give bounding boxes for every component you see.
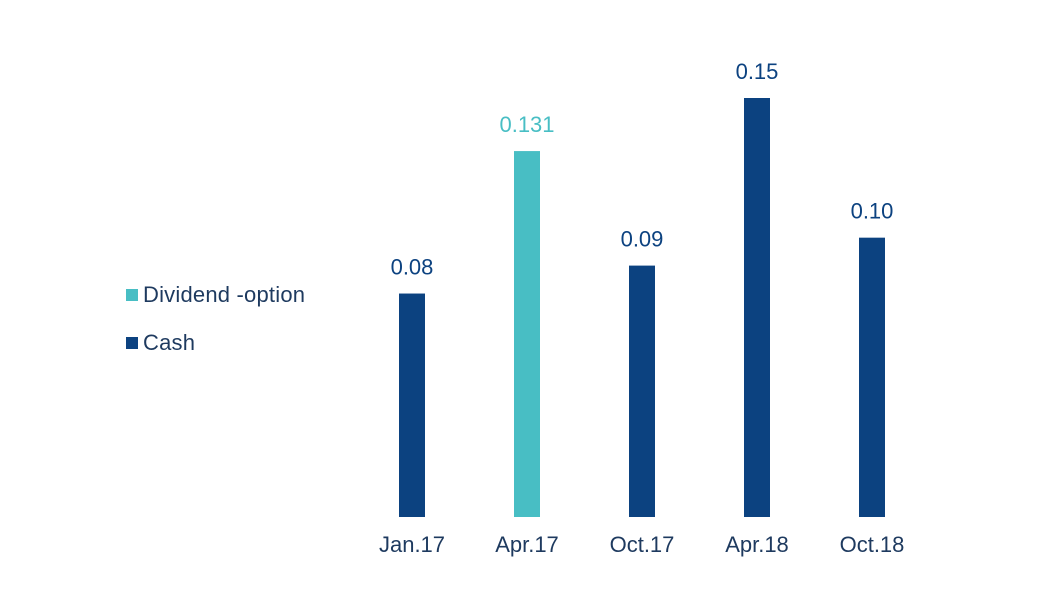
value-label-jan-17: 0.08: [391, 255, 434, 280]
bar-oct-18: [859, 237, 885, 517]
value-label-oct-18: 0.10: [851, 199, 894, 224]
bar-apr-18: [744, 98, 770, 517]
legend-item-cash: Cash: [126, 328, 305, 358]
bar-apr-17: [514, 151, 540, 517]
bar-oct-17: [629, 265, 655, 517]
legend-swatch-cash: [126, 337, 138, 349]
x-tick-label-oct-17: Oct.17: [610, 532, 675, 557]
value-label-oct-17: 0.09: [621, 227, 664, 252]
legend-item-dividend-option: Dividend -option: [126, 280, 305, 310]
value-label-apr-17: 0.131: [499, 112, 554, 137]
x-tick-label-jan-17: Jan.17: [379, 532, 445, 557]
legend-swatch-dividend-option: [126, 289, 138, 301]
legend-label-dividend-option: Dividend -option: [143, 282, 306, 307]
legend-label-cash: Cash: [143, 330, 196, 355]
value-labels-layer: 0.08 0.131 0.09 0.15 0.10: [391, 59, 894, 280]
x-tick-label-apr-18: Apr.18: [725, 532, 789, 557]
bar-jan-17: [399, 293, 425, 517]
x-tick-label-oct-18: Oct.18: [840, 532, 905, 557]
x-tick-labels: Jan.17 Apr.17 Oct.17 Apr.18 Oct.18: [379, 532, 904, 557]
value-label-apr-18: 0.15: [736, 59, 779, 84]
x-tick-label-apr-17: Apr.17: [495, 532, 559, 557]
bars-layer: [399, 98, 885, 517]
legend: Dividend -option Cash: [126, 280, 305, 376]
